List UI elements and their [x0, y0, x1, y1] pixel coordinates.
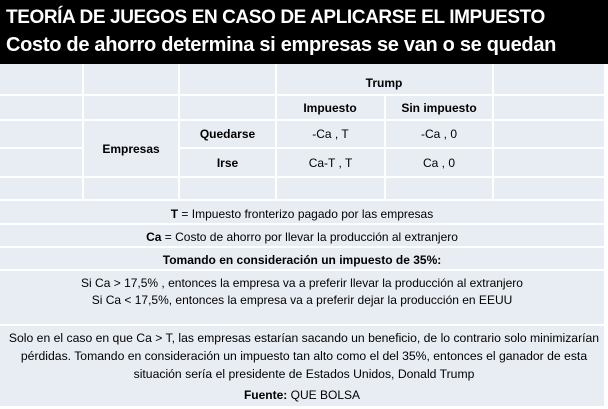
- grid-hline: [178, 147, 604, 149]
- conclusion-paragraph: Solo en el caso en que Ca > T, las empre…: [4, 329, 604, 383]
- row-player-label: Empresas: [102, 141, 160, 156]
- definition-ca: Ca = Costo de ahorro por llevar la produ…: [0, 230, 604, 244]
- conclusion-line-2: pérdidas. Tomando en consideración un im…: [20, 349, 588, 363]
- payoff-quedarse-impuesto: -Ca , T: [312, 127, 349, 141]
- grid-vline: [492, 64, 494, 200]
- definition-t-symbol: T: [170, 207, 179, 221]
- title-banner: TEORÍA DE JUEGOS EN CASO DE APLICARSE EL…: [0, 0, 608, 64]
- grid-hline: [0, 324, 604, 326]
- title-line-1: TEORÍA DE JUEGOS EN CASO DE APLICARSE EL…: [6, 7, 545, 28]
- row-label-quedarse: Quedarse: [199, 127, 256, 141]
- grid-vline: [178, 64, 180, 200]
- conclusion-line-3: situación sería el presidente de Estados…: [133, 367, 475, 381]
- definition-ca-symbol: Ca: [146, 230, 162, 244]
- grid-hline: [0, 147, 82, 149]
- definition-t-text: = Impuesto fronterizo pagado por las emp…: [178, 207, 434, 221]
- tax-heading: Tomando en consideración un impuesto de …: [162, 253, 442, 267]
- grid-hline: [0, 199, 604, 201]
- grid-vline: [82, 64, 84, 200]
- column-header-sin-impuesto: Sin impuesto: [401, 100, 477, 115]
- definition-ca-text: = Costo de ahorro por llevar la producci…: [161, 230, 458, 244]
- column-player-label: Trump: [365, 76, 403, 90]
- grid-vline: [275, 64, 277, 200]
- grid-hline: [0, 119, 604, 121]
- source-value: QUE BOLSA: [287, 388, 361, 402]
- column-header-impuesto: Impuesto: [303, 100, 357, 115]
- source-label: Fuente:: [243, 388, 288, 402]
- content-panel: Trump Impuesto Sin impuesto Empresas Que…: [0, 64, 604, 406]
- payoff-irse-impuesto: Ca-T , T: [308, 155, 353, 170]
- title-line-2: Costo de ahorro determina si empresas se…: [6, 34, 557, 56]
- payoff-quedarse-sin-impuesto: -Ca , 0: [420, 127, 457, 141]
- grid-hline: [0, 223, 604, 225]
- scenario-line-2: Si Ca < 17,5%, entonces la empresa va a …: [91, 293, 513, 307]
- grid-hline: [0, 246, 604, 248]
- grid-hline: [0, 176, 604, 178]
- row-label-irse: Irse: [216, 155, 239, 170]
- conclusion-line-1: Solo en el caso en que Ca > T, las empre…: [8, 331, 600, 345]
- scenario-line-1: Si Ca > 17,5% , entonces la empresa va a…: [81, 276, 523, 290]
- definition-t: T = Impuesto fronterizo pagado por las e…: [0, 207, 604, 221]
- grid-hline: [0, 269, 604, 271]
- grid-hline: [0, 94, 604, 96]
- source-line: Fuente: QUE BOLSA: [0, 388, 604, 402]
- payoff-irse-sin-impuesto: Ca , 0: [422, 155, 455, 170]
